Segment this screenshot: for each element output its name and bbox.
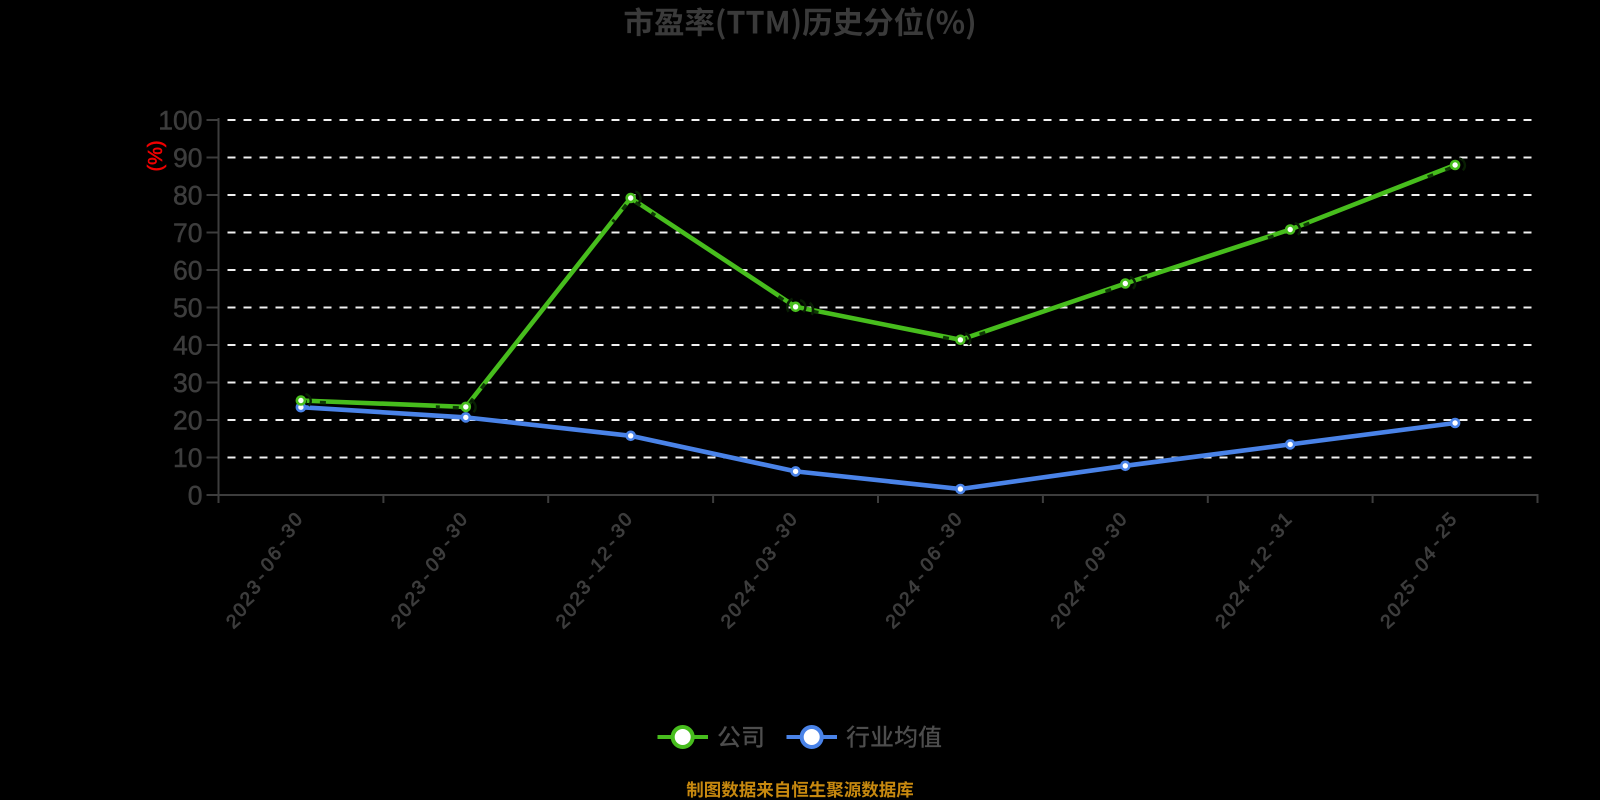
svg-text:(%): (%) (145, 140, 167, 171)
svg-text:30: 30 (173, 368, 202, 398)
svg-text:40: 40 (173, 331, 202, 361)
svg-text:80: 80 (173, 181, 202, 211)
svg-text:20: 20 (173, 406, 202, 436)
svg-text:90: 90 (173, 143, 202, 173)
svg-text:70: 70 (173, 218, 202, 248)
svg-text:100: 100 (158, 106, 202, 136)
svg-text:10: 10 (173, 443, 202, 473)
svg-text:0: 0 (188, 481, 203, 511)
svg-text:60: 60 (173, 256, 202, 286)
svg-text:50: 50 (173, 293, 202, 323)
